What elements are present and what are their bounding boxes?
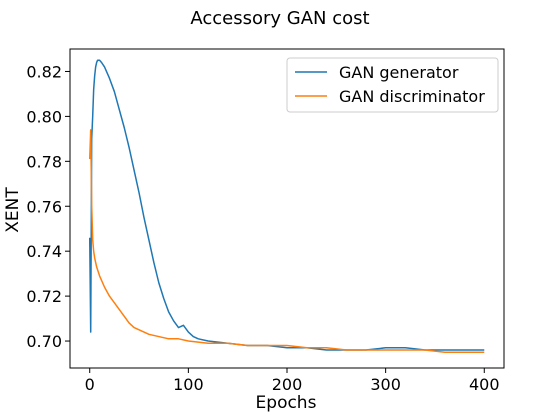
y-tick-label: 0.72 (26, 287, 62, 306)
x-axis-label: Epochs (256, 393, 317, 413)
x-tick-label: 400 (469, 375, 500, 394)
legend-frame (286, 57, 499, 113)
x-tick-label: 100 (173, 375, 204, 394)
series-line-discriminator (88, 129, 485, 354)
series-lines (88, 59, 485, 354)
y-tick-label: 0.70 (26, 332, 62, 351)
x-tick-label: 0 (85, 375, 95, 394)
y-tick-label: 0.82 (26, 62, 62, 81)
y-axis-label: XENT (3, 187, 23, 233)
plot-area: 0 100 200 300 400 0.70 0.72 0.74 0.76 0.78 0.80 0.8… (26, 48, 505, 394)
legend-label-discriminator: GAN discriminator (339, 87, 485, 106)
y-tick-label: 0.74 (26, 242, 62, 261)
y-tick-label: 0.78 (26, 152, 62, 171)
series-line-generator (88, 59, 485, 351)
y-tick-label: 0.76 (26, 197, 62, 216)
chart-title: Accessory GAN cost (190, 8, 369, 29)
legend-label-generator: GAN generator (339, 63, 459, 82)
y-tick-label: 0.80 (26, 107, 62, 126)
legend: GAN generator GAN discriminator (286, 57, 499, 113)
x-tick-label: 200 (272, 375, 303, 394)
x-tick-label: 300 (370, 375, 401, 394)
